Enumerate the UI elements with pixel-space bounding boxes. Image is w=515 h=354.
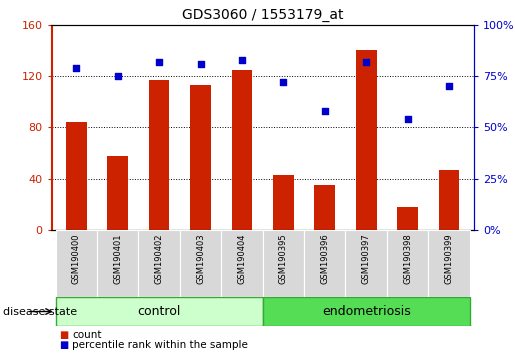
Bar [190, 85, 211, 230]
Text: GSM190396: GSM190396 [320, 234, 329, 284]
Point [114, 73, 122, 79]
Bar [304, 230, 346, 297]
Text: GSM190399: GSM190399 [444, 234, 454, 284]
Point [279, 79, 287, 85]
Bar [221, 230, 263, 297]
Point [445, 84, 453, 89]
Point [196, 61, 204, 67]
Bar [439, 170, 459, 230]
Text: ■: ■ [59, 330, 68, 339]
Bar [356, 50, 376, 230]
Bar [56, 230, 97, 297]
Point [238, 57, 246, 63]
Bar [397, 207, 418, 230]
Point [362, 59, 370, 64]
Text: GSM190397: GSM190397 [362, 234, 371, 284]
Text: GSM190403: GSM190403 [196, 234, 205, 284]
Bar [428, 230, 470, 297]
Text: count: count [72, 330, 101, 339]
Bar [97, 230, 139, 297]
Bar [387, 230, 428, 297]
Bar [149, 80, 169, 230]
Text: GSM190398: GSM190398 [403, 234, 412, 284]
Text: GSM190402: GSM190402 [154, 234, 164, 284]
Bar [139, 230, 180, 297]
Point [321, 108, 329, 114]
Bar [56, 297, 263, 326]
Text: percentile rank within the sample: percentile rank within the sample [72, 340, 248, 350]
Bar [263, 297, 470, 326]
Text: GSM190395: GSM190395 [279, 234, 288, 284]
Text: control: control [138, 305, 181, 318]
Bar [66, 122, 87, 230]
Text: disease state: disease state [3, 307, 77, 316]
Point [155, 59, 163, 64]
Text: GSM190400: GSM190400 [72, 234, 81, 284]
Point [403, 116, 411, 122]
Text: ■: ■ [59, 340, 68, 350]
Bar [273, 175, 294, 230]
Point [72, 65, 80, 71]
Bar [314, 185, 335, 230]
Bar [180, 230, 221, 297]
Bar [108, 156, 128, 230]
Text: GSM190404: GSM190404 [237, 234, 247, 284]
Title: GDS3060 / 1553179_at: GDS3060 / 1553179_at [182, 8, 344, 22]
Bar [263, 230, 304, 297]
Text: endometriosis: endometriosis [322, 305, 410, 318]
Bar [232, 70, 252, 230]
Bar [346, 230, 387, 297]
Text: GSM190401: GSM190401 [113, 234, 122, 284]
